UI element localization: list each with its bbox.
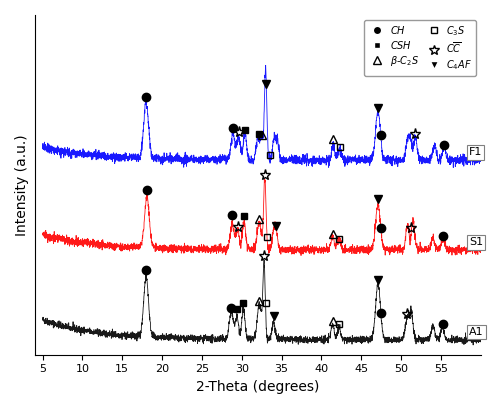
Text: F1: F1 xyxy=(469,147,482,157)
X-axis label: 2-Theta (degrees): 2-Theta (degrees) xyxy=(196,380,320,394)
Text: S1: S1 xyxy=(469,237,483,247)
Text: A1: A1 xyxy=(469,327,484,337)
Legend: $CH$, $CSH$, $\beta$-$C_2S$, $C_3S$, $C\overline{C}$, $C_4AF$: $CH$, $CSH$, $\beta$-$C_2S$, $C_3S$, $C\… xyxy=(364,20,476,76)
Y-axis label: Intensity (a.u.): Intensity (a.u.) xyxy=(15,134,29,236)
